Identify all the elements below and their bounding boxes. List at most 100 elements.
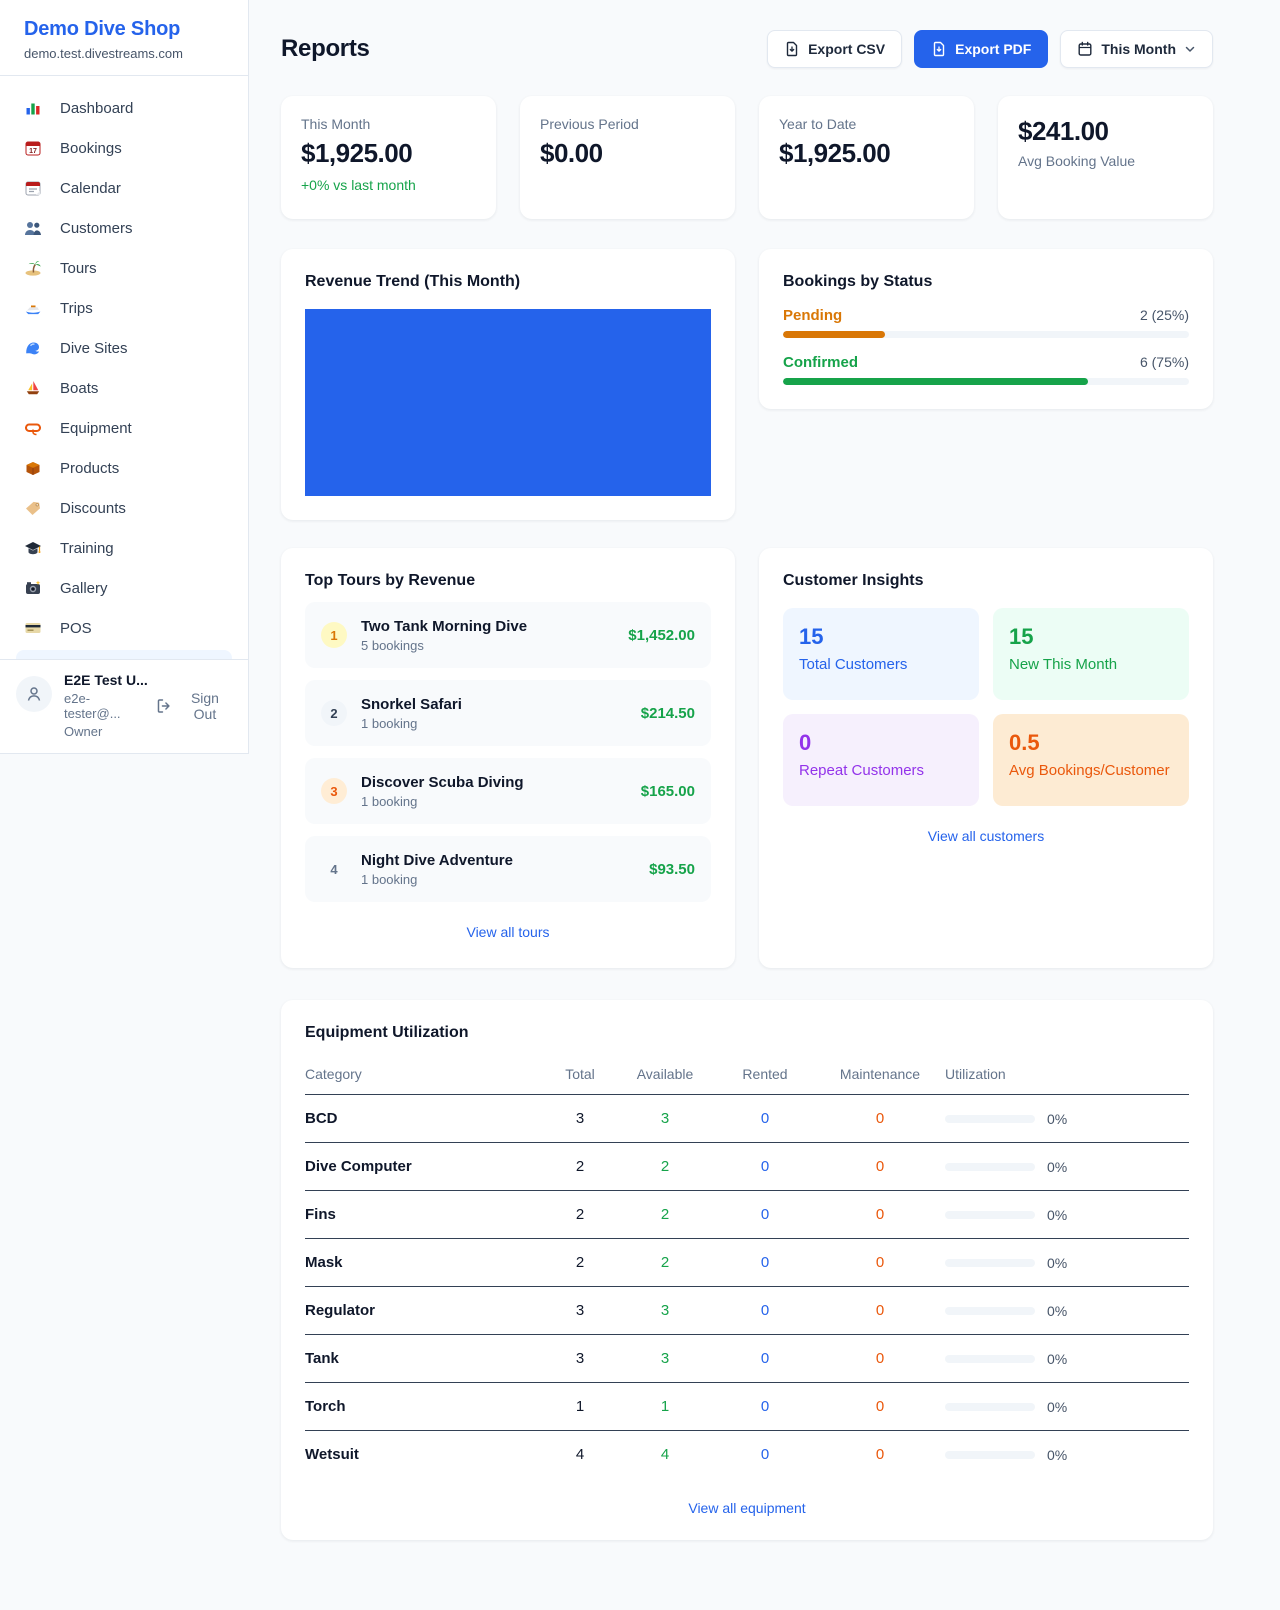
cell-total: 1: [545, 1382, 615, 1431]
cell-available: 3: [615, 1286, 715, 1335]
utilization-track: [945, 1162, 1035, 1171]
table-row: Torch 1 1 0 0 0%: [305, 1382, 1189, 1431]
sidebar-item-equipment[interactable]: Equipment: [8, 408, 240, 448]
export-pdf-button[interactable]: Export PDF: [914, 30, 1049, 68]
bookings-by-status-card: Bookings by Status Pending 2 (25%) Confi…: [759, 249, 1213, 409]
table-row: Mask 2 2 0 0 0%: [305, 1238, 1189, 1287]
tour-row: 2 Snorkel Safari 1 booking $214.50: [305, 680, 711, 746]
insight-tile-new-this-month: 15 New This Month: [993, 608, 1189, 700]
progress-fill: [783, 331, 885, 338]
avatar: [16, 676, 52, 712]
cell-total: 3: [545, 1286, 615, 1335]
sidebar-item-gallery[interactable]: Gallery: [8, 568, 240, 608]
sailboat-icon: [26, 381, 40, 395]
utilization-track: [945, 1354, 1035, 1363]
cell-category: Dive Computer: [305, 1142, 545, 1191]
tour-name: Night Dive Adventure: [361, 851, 513, 869]
progress-track: [783, 378, 1189, 385]
cell-available: 3: [615, 1334, 715, 1383]
sidebar-item-customers[interactable]: Customers: [8, 208, 240, 248]
cell-maintenance: 0: [815, 1190, 945, 1239]
stat-value: $1,925.00: [301, 138, 413, 168]
insight-value: 15: [1009, 624, 1034, 649]
revenue-trend-bar: [305, 309, 711, 496]
cell-maintenance: 0: [815, 1142, 945, 1191]
sidebar-item-label: Products: [60, 459, 120, 477]
cell-rented: 0: [715, 1238, 815, 1287]
user-footer: E2E Test U... e2e-tester@... Sign Out Ow…: [0, 659, 248, 753]
period-select-label: This Month: [1101, 41, 1176, 57]
utilization-track: [945, 1114, 1035, 1123]
top-tours-card: Top Tours by Revenue 1 Two Tank Morning …: [281, 548, 735, 968]
stat-label: Year to Date: [779, 116, 857, 132]
tour-name: Two Tank Morning Dive: [361, 617, 528, 635]
sidebar-item-training[interactable]: Training: [8, 528, 240, 568]
status-count: 2 (25%): [1139, 307, 1189, 323]
view-all-equipment-link[interactable]: View all equipment: [688, 1500, 806, 1516]
stat-label: Avg Booking Value: [1018, 153, 1136, 169]
tour-bookings: 1 booking: [361, 871, 418, 887]
sidebar-item-label: Training: [60, 539, 114, 557]
rank-badge: 4: [330, 861, 338, 877]
stat-card-previous-period: Previous Period $0.00: [520, 96, 735, 219]
view-all-tours-link[interactable]: View all tours: [466, 924, 550, 940]
sidebar-item-label: Calendar: [60, 179, 121, 197]
sidebar-item-calendar[interactable]: Calendar: [8, 168, 240, 208]
insight-tile-repeat-customers: 0 Repeat Customers: [783, 714, 979, 806]
rank-badge: 1: [321, 622, 347, 648]
cell-category: Tank: [305, 1334, 545, 1383]
bookings-by-status-title: Bookings by Status: [783, 273, 933, 290]
cell-category: Wetsuit: [305, 1446, 359, 1463]
cell-maintenance: 0: [875, 1446, 885, 1463]
sidebar-item-tours[interactable]: Tours: [8, 248, 240, 288]
sidebar-item-products[interactable]: Products: [8, 448, 240, 488]
cell-rented: 0: [715, 1142, 815, 1191]
utilization-track: [945, 1306, 1035, 1315]
stat-value: $241.00: [1018, 116, 1109, 146]
cell-available: 3: [615, 1094, 715, 1143]
sidebar-item-bookings[interactable]: 17 Bookings: [8, 128, 240, 168]
stat-card-this-month: This Month $1,925.00 +0% vs last month: [281, 96, 496, 219]
cell-category: BCD: [305, 1094, 545, 1143]
stat-cards: This Month $1,925.00 +0% vs last month P…: [281, 96, 1213, 219]
sidebar-item-dive-sites[interactable]: Dive Sites: [8, 328, 240, 368]
user-name: E2E Test U...: [64, 672, 148, 688]
sign-out-button[interactable]: Sign Out: [156, 690, 232, 722]
column-header-available: Available: [615, 1056, 715, 1095]
sidebar-item-dashboard[interactable]: Dashboard: [8, 88, 240, 128]
sidebar-item-label: POS: [60, 619, 92, 637]
insight-tile-total-customers: 15 Total Customers: [783, 608, 979, 700]
utilization-track: [945, 1258, 1035, 1267]
speedboat-icon: [25, 305, 41, 315]
export-csv-button[interactable]: Export CSV: [767, 30, 903, 68]
customer-insights-title: Customer Insights: [783, 572, 924, 589]
sidebar-item-label: Boats: [60, 379, 99, 397]
sidebar-item-trips[interactable]: Trips: [8, 288, 240, 328]
svg-text:17: 17: [29, 148, 37, 155]
sidebar-item-discounts[interactable]: Discounts: [8, 488, 240, 528]
column-header-total: Total: [545, 1056, 615, 1095]
view-all-customers-link[interactable]: View all customers: [927, 828, 1045, 844]
rank-badge: 3: [321, 778, 347, 804]
cell-total: 4: [575, 1446, 585, 1463]
sidebar-item-pos[interactable]: POS: [8, 608, 240, 648]
stat-delta: +0% vs last month: [301, 177, 416, 193]
file-download-icon: [786, 41, 798, 57]
calendar-date-icon: 17: [25, 141, 41, 156]
cell-category: Regulator: [305, 1286, 545, 1335]
status-row-pending: Pending 2 (25%): [783, 307, 1189, 338]
revenue-trend-card: Revenue Trend (This Month): [281, 249, 735, 520]
shop-domain: demo.test.divestreams.com: [24, 46, 183, 61]
equipment-table: Category Total Available Rented Maintena…: [305, 1056, 1189, 1478]
period-select-button[interactable]: This Month: [1060, 30, 1213, 68]
tag-icon: [26, 501, 40, 515]
insight-tile-avg-bookings: 0.5 Avg Bookings/Customer: [993, 714, 1189, 806]
sidebar-nav: Dashboard 17 Bookings Calendar Customers…: [0, 76, 248, 659]
table-row: Tank 3 3 0 0 0%: [305, 1334, 1189, 1383]
utilization-track: [945, 1210, 1035, 1219]
sidebar-item-boats[interactable]: Boats: [8, 368, 240, 408]
progress-fill: [783, 378, 1088, 385]
insight-label: Repeat Customers: [799, 762, 925, 779]
file-download-icon: [933, 41, 945, 57]
cell-total: 3: [545, 1094, 615, 1143]
